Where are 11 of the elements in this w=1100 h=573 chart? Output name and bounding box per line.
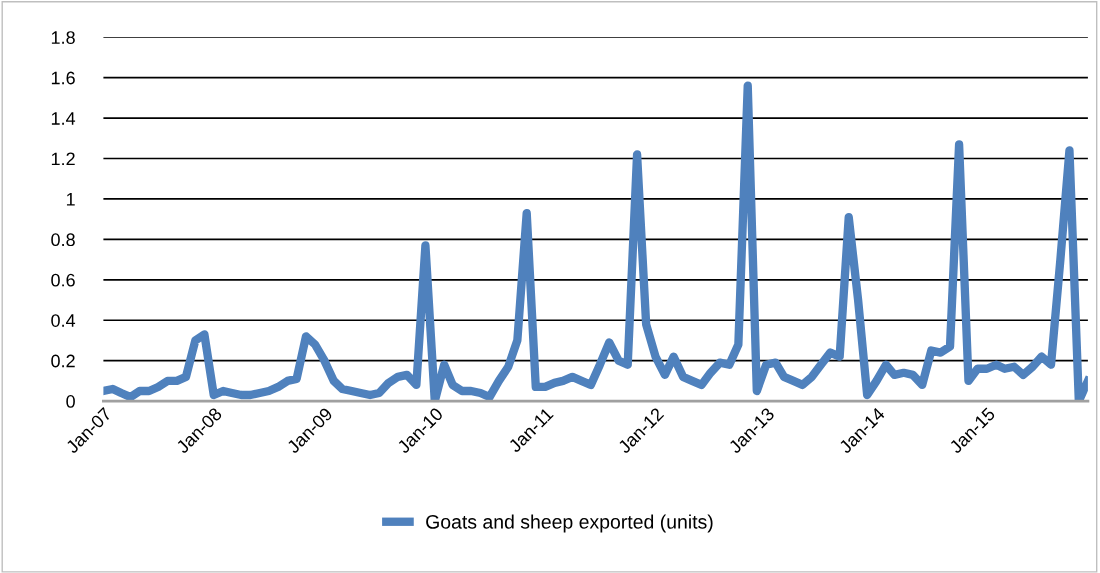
y-tick-label: 0.6	[51, 273, 75, 287]
y-tick-label: 0.8	[51, 233, 75, 247]
y-tick-label: 0.4	[51, 314, 76, 327]
y-tick-label: 1.4	[51, 112, 76, 125]
y-tick-label: 1.8	[51, 31, 75, 44]
y-tick-label: 1.2	[51, 152, 75, 166]
y-tick-label: 0.2	[51, 354, 75, 368]
legend-label: Goats and sheep exported (units)	[426, 514, 713, 533]
y-tick-label: 0	[66, 395, 75, 408]
y-tick-label: 1.6	[51, 71, 75, 85]
y-tick-label: 1	[66, 193, 75, 206]
